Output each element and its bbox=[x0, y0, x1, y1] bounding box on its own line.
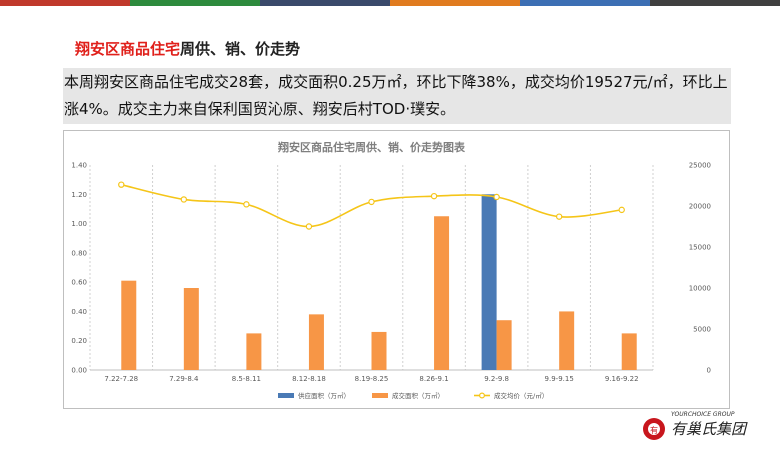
bar-sales bbox=[121, 280, 137, 370]
y-left-tick-label: 0.80 bbox=[71, 249, 87, 257]
y-left-tick-label: 0.40 bbox=[71, 308, 87, 316]
legend-label: 供应面积（万㎡） bbox=[298, 391, 350, 400]
logo-mark-icon: 有 bbox=[643, 418, 665, 440]
bar-sales bbox=[246, 333, 262, 370]
x-tick-label: 8.26-9.1 bbox=[419, 375, 448, 383]
y-right-tick-label: 20000 bbox=[689, 203, 711, 211]
y-right-tick-label: 10000 bbox=[689, 285, 711, 293]
y-right-tick-label: 5000 bbox=[693, 326, 711, 334]
top-bar-segment bbox=[260, 0, 390, 6]
bar-sales bbox=[496, 320, 512, 370]
legend-label: 成交面积（万㎡） bbox=[392, 391, 444, 400]
x-tick-label: 8.12-8.18 bbox=[292, 375, 326, 383]
bar-sales bbox=[308, 314, 324, 370]
bar-sales bbox=[371, 331, 387, 370]
top-bar-segment bbox=[130, 0, 260, 6]
chart-container: 翔安区商品住宅周供、销、价走势图表 0.00 0.20 0.40 0.60 0.80 1.0… bbox=[63, 130, 730, 409]
price-point bbox=[430, 192, 438, 200]
x-tick-label: 8.5-8.11 bbox=[232, 375, 261, 383]
y-left-tick-label: 0.60 bbox=[71, 279, 87, 287]
logo-subtitle: YOURCHOICE GROUP bbox=[671, 411, 735, 418]
legend-swatch bbox=[372, 393, 388, 398]
company-logo: 有 YOURCHOICE GROUP 有巢氏集团 bbox=[640, 411, 780, 447]
bar-sales bbox=[621, 333, 637, 370]
price-point bbox=[305, 223, 313, 230]
y-right-tick-label: 0 bbox=[707, 367, 711, 375]
y-left-tick-label: 1.40 bbox=[71, 162, 87, 170]
y-left-tick-label: 1.00 bbox=[71, 220, 87, 228]
y-right-tick-label: 15000 bbox=[689, 244, 711, 252]
y-right-tick-label: 25000 bbox=[689, 162, 711, 170]
price-point bbox=[555, 213, 563, 220]
top-color-bar bbox=[0, 0, 780, 6]
top-bar-segment bbox=[0, 0, 130, 6]
chart-title: 翔安区商品住宅周供、销、价走势图表 bbox=[277, 140, 466, 154]
top-bar-segment bbox=[520, 0, 650, 6]
trend-chart: 翔安区商品住宅周供、销、价走势图表 0.00 0.20 0.40 0.60 0.80 1.0… bbox=[71, 140, 711, 400]
price-point bbox=[180, 196, 188, 203]
x-tick-label: 9.9-9.15 bbox=[545, 375, 574, 383]
price-point bbox=[618, 206, 625, 214]
logo-name: 有巢氏集团 bbox=[671, 420, 747, 438]
price-point bbox=[368, 198, 375, 206]
bar-supply bbox=[481, 194, 497, 370]
legend-swatch-marker bbox=[479, 392, 486, 399]
page-title-highlight: 翔安区商品住宅 bbox=[75, 40, 181, 58]
price-point bbox=[493, 193, 500, 201]
x-tick-label: 7.22-7.28 bbox=[104, 375, 138, 383]
page-title-rest: 周供、销、价走势 bbox=[180, 40, 301, 58]
summary-box: 本周翔安区商品住宅成交28套，成交面积0.25万㎡，环比下降38%，成交均价19… bbox=[63, 68, 731, 124]
legend-label: 成交均价（元/㎡） bbox=[494, 391, 548, 400]
page-title: 翔安区商品住宅周供、销、价走势 bbox=[75, 38, 300, 59]
x-tick-label: 8.19-8.25 bbox=[355, 375, 389, 383]
top-bar-segment bbox=[390, 0, 520, 6]
x-tick-label: 9.16-9.22 bbox=[605, 375, 639, 383]
bar-sales bbox=[434, 216, 450, 370]
y-left-tick-label: 1.20 bbox=[71, 191, 87, 199]
price-line bbox=[121, 183, 622, 228]
y-left-tick-label: 0.20 bbox=[71, 337, 87, 345]
legend-swatch bbox=[278, 393, 294, 398]
y-left-tick-label: 0.00 bbox=[71, 367, 87, 375]
price-point bbox=[243, 201, 250, 208]
x-tick-label: 7.29-8.4 bbox=[169, 375, 199, 383]
price-point bbox=[118, 181, 125, 188]
x-tick-label: 9.2-9.8 bbox=[484, 375, 509, 383]
bar-sales bbox=[183, 288, 199, 370]
logo-mark-text: 有 bbox=[650, 425, 658, 435]
top-bar-segment bbox=[650, 0, 780, 6]
bar-sales bbox=[559, 311, 575, 370]
